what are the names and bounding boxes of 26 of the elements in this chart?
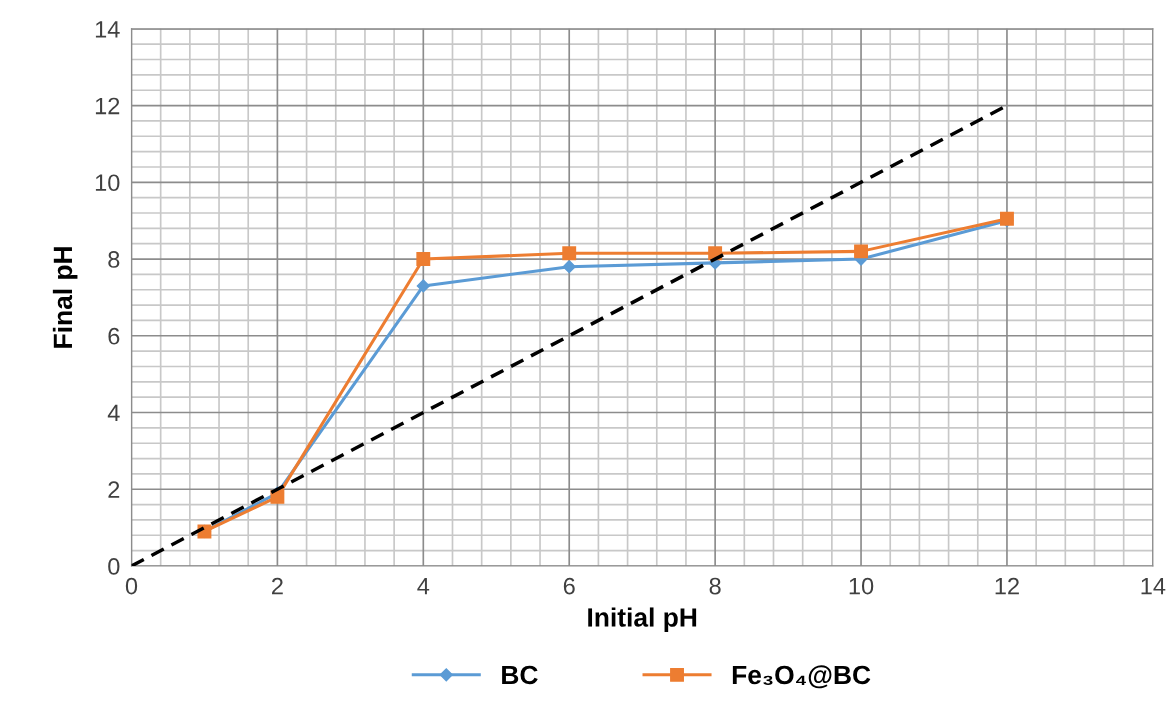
y-tick-label: 14 <box>95 21 120 38</box>
x-tick-label: 10 <box>849 577 874 595</box>
point <box>854 244 868 259</box>
x-tick-label: 12 <box>995 577 1019 595</box>
point <box>562 246 577 261</box>
legend-label: BC <box>502 665 538 685</box>
y-tick-label: 8 <box>108 251 120 268</box>
x-axis-title: Initial pH <box>588 607 697 633</box>
point <box>416 252 431 266</box>
y-tick-label: 10 <box>95 174 120 192</box>
x-tick-label: 2 <box>272 577 283 595</box>
point <box>270 489 285 504</box>
y-tick-label: 12 <box>95 97 120 115</box>
x-tick-label: 0 <box>125 577 138 595</box>
x-tick-label: 4 <box>417 577 430 595</box>
legend-label: Fe₃O₄@BC <box>732 665 871 689</box>
y-axis-title: Final pH <box>52 247 78 348</box>
point <box>416 279 430 293</box>
y-tick-label: 4 <box>107 404 120 422</box>
x-tick-label: 14 <box>1141 577 1166 595</box>
point <box>562 260 576 274</box>
y-tick-label: 0 <box>108 558 120 575</box>
y-tick-label: 6 <box>108 327 120 345</box>
x-tick-label: 8 <box>709 577 721 595</box>
x-tick-label: 6 <box>563 577 575 595</box>
y-tick-label: 2 <box>108 481 120 498</box>
